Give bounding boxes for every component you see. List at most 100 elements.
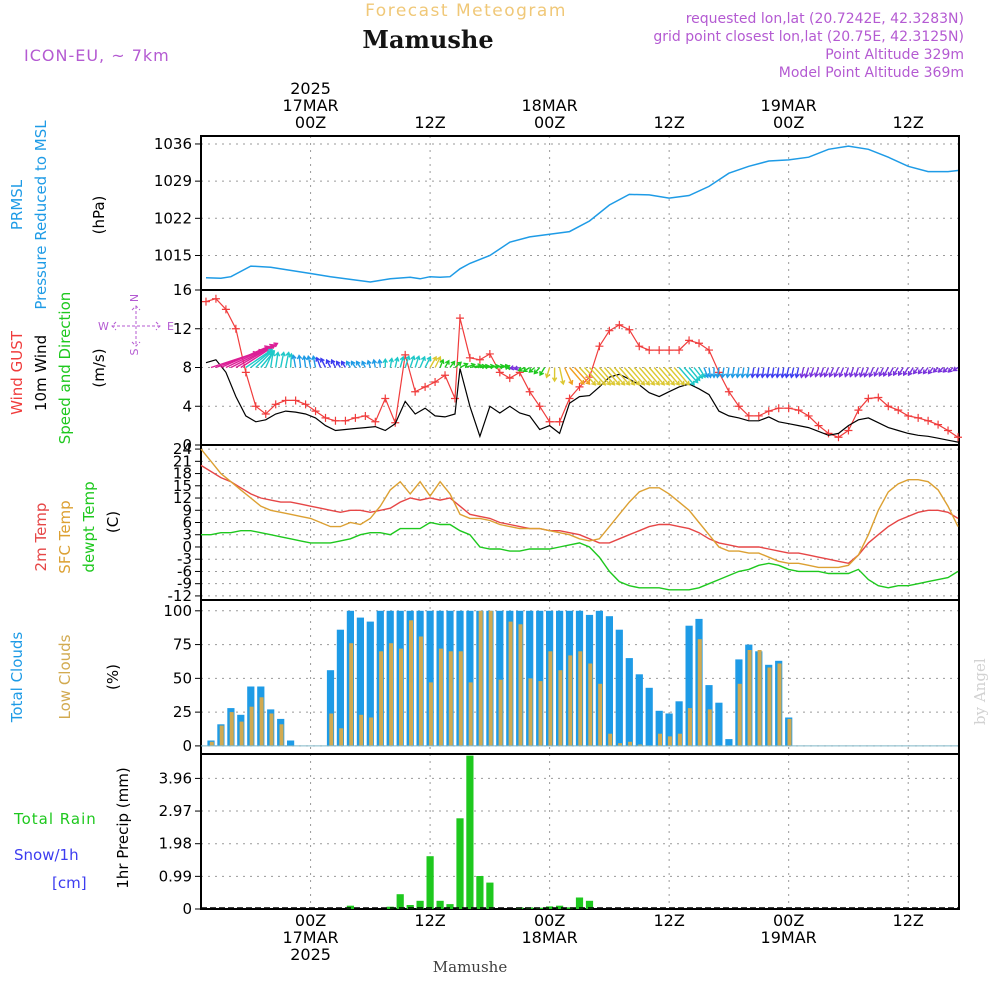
- total-clouds-bar: [426, 610, 434, 746]
- gust-marker: [485, 349, 494, 358]
- time-label-top: 12Z: [414, 113, 445, 132]
- wind-vector: [558, 367, 566, 386]
- y-tick-label: 50: [173, 669, 192, 687]
- gust-marker: [874, 393, 883, 402]
- y-tick-label: 12: [173, 489, 192, 507]
- panel-5: 0 0.99 1.98 2.97 3.96: [159, 753, 960, 918]
- low-clouds-bar: [488, 610, 493, 746]
- total-clouds-bar: [655, 710, 663, 746]
- wind-vector: [808, 367, 815, 378]
- gust-marker: [351, 413, 360, 422]
- wind-vector: [658, 367, 676, 386]
- gust-marker: [450, 394, 459, 403]
- wind-vector: [764, 367, 771, 379]
- wind-unit: (m/s): [90, 348, 108, 387]
- time-label-bottom: 19MAR: [761, 928, 817, 947]
- low-clouds-bar: [428, 682, 433, 746]
- rain-bar: [546, 906, 554, 909]
- wind-vector: [563, 367, 574, 386]
- panel-2: 0 4 8 12 16: [173, 281, 962, 454]
- low-clouds-bar: [229, 712, 234, 746]
- wind-vector: [803, 367, 810, 379]
- wind-vector: [551, 367, 558, 383]
- gust-marker: [431, 378, 440, 387]
- wind-vector: [444, 359, 450, 368]
- y-tick-label: 0: [182, 436, 192, 454]
- low-clouds-bar: [737, 683, 742, 746]
- low-clouds-bar: [418, 636, 423, 746]
- gust-marker: [625, 325, 634, 334]
- wind-vector: [505, 364, 511, 371]
- y-tick-label: 75: [173, 636, 192, 654]
- gust-marker: [211, 294, 220, 303]
- total-clouds-bar: [665, 713, 673, 746]
- wind-vector: [843, 367, 850, 378]
- wind-vector: [301, 355, 308, 368]
- gust-marker: [754, 411, 763, 420]
- total-clouds-bar: [635, 674, 643, 746]
- gust-marker: [555, 417, 564, 426]
- wind-vector: [750, 367, 756, 379]
- low-clouds-bar: [259, 697, 264, 746]
- rain-bar: [575, 897, 584, 909]
- wind-vector: [330, 358, 337, 368]
- low-clouds-bar: [389, 643, 394, 746]
- wind-vector: [648, 367, 666, 386]
- wind-vector: [927, 367, 934, 375]
- gust-marker: [251, 402, 260, 411]
- wind-vector: [583, 367, 602, 386]
- gust-marker: [525, 387, 534, 396]
- y-tick-label: 9: [182, 501, 192, 519]
- time-label-bottom: 17MAR: [282, 928, 338, 947]
- wind-vector: [598, 367, 616, 386]
- y-tick-label: 15: [173, 477, 192, 495]
- low-clouds-bar: [249, 706, 254, 746]
- gust-marker: [341, 416, 350, 425]
- gust-marker: [291, 396, 300, 405]
- wind-vector: [730, 367, 736, 379]
- precip-label: 1hr Precip (mm): [114, 767, 132, 888]
- low-clouds-bar: [687, 708, 692, 746]
- wind-vector: [388, 357, 394, 368]
- rain-bar: [466, 755, 474, 909]
- total-clouds-bar: [595, 610, 603, 746]
- wind-vector: [678, 367, 695, 386]
- wind-vector: [715, 367, 721, 379]
- wind-vector: [539, 367, 546, 377]
- gust-marker: [944, 426, 953, 435]
- gust-marker: [231, 324, 240, 333]
- gust-marker: [695, 339, 704, 348]
- gust-marker: [401, 350, 410, 359]
- sfc-temp-line: [200, 448, 959, 569]
- wind-vector: [878, 367, 884, 377]
- wind-vector: [399, 355, 405, 368]
- low-clouds-bar: [209, 741, 214, 746]
- gust-marker: [934, 420, 943, 429]
- low-clouds-bar: [638, 744, 643, 746]
- snow-legend: Snow/1h: [14, 846, 79, 864]
- gust-marker: [575, 382, 584, 391]
- low-clouds-bar: [448, 651, 453, 746]
- rain-legend: Total Rain: [13, 810, 97, 828]
- gust-marker: [954, 433, 962, 442]
- gust-marker: [271, 400, 280, 409]
- total-clouds-bar: [685, 625, 693, 746]
- wind-vector: [633, 367, 651, 386]
- wind-vector: [755, 367, 761, 379]
- gust-marker: [321, 413, 330, 422]
- time-label-top: 00Z: [534, 113, 565, 132]
- low-clouds-bar: [677, 733, 682, 746]
- product-title: Forecast Meteogram: [365, 1, 567, 21]
- low-clouds-bar: [518, 624, 523, 746]
- gust-marker: [221, 305, 230, 314]
- wind-vector: [573, 367, 591, 385]
- gust-marker: [764, 407, 773, 416]
- time-label-top: 12Z: [893, 113, 924, 132]
- gust-marker: [585, 373, 594, 382]
- y-tick-label: 16: [173, 281, 192, 299]
- low-clouds-bar: [269, 713, 274, 746]
- wind-vector: [613, 367, 631, 386]
- compass-e: E: [167, 320, 174, 333]
